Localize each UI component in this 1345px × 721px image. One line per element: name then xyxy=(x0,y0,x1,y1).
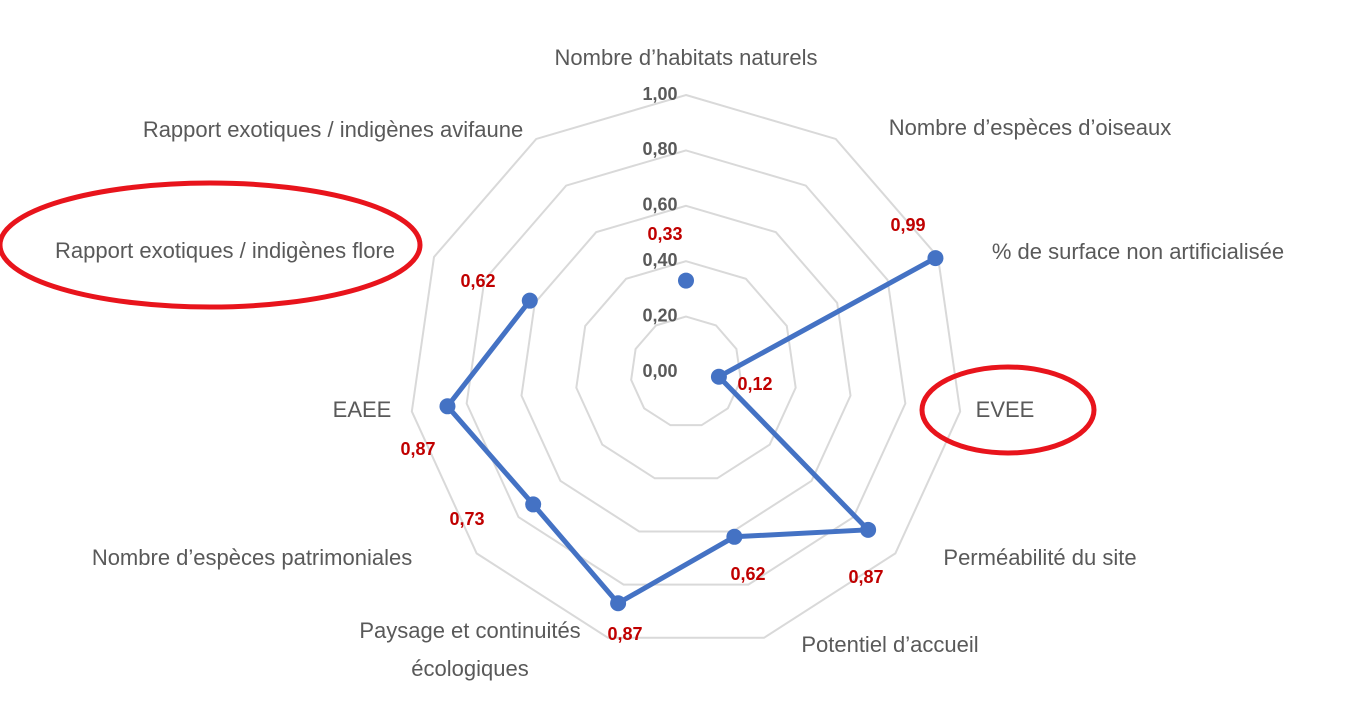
value-label: 0,62 xyxy=(460,271,495,291)
annotation-ellipse xyxy=(0,180,423,310)
value-label: 0,62 xyxy=(730,564,765,584)
data-point xyxy=(521,292,538,309)
grid-ring xyxy=(630,315,742,427)
tick-label: 0,80 xyxy=(642,139,677,159)
data-point xyxy=(439,398,456,415)
category-label: EAEE xyxy=(332,397,392,422)
value-label: 0,33 xyxy=(647,224,682,244)
tick-label: 1,00 xyxy=(642,84,677,104)
data-point xyxy=(860,521,877,538)
data-point xyxy=(710,368,727,385)
category-label: Rapport exotiques / indigènes avifaune xyxy=(142,117,524,142)
grid-ring xyxy=(520,204,852,533)
grid-ring xyxy=(410,93,962,639)
data-point xyxy=(726,528,743,545)
category-label: % de surface non artificialisée xyxy=(991,239,1285,264)
tick-label: 0,60 xyxy=(642,195,677,215)
data-point xyxy=(610,595,627,612)
series-line xyxy=(444,255,937,606)
value-label: 0,99 xyxy=(890,215,925,235)
category-label: Potentiel d’accueil xyxy=(801,632,979,657)
tick-label: 0,00 xyxy=(642,361,677,381)
value-label: 0,87 xyxy=(400,439,435,459)
data-point xyxy=(927,250,944,267)
category-label: Nombre d’espèces patrimoniales xyxy=(91,545,413,570)
value-label: 0,12 xyxy=(737,374,772,394)
category-label: Nombre d’espèces d’oiseaux xyxy=(888,115,1172,140)
data-point xyxy=(678,272,694,289)
grid-ring xyxy=(465,149,907,586)
data-point xyxy=(525,496,542,513)
tick-label: 0,40 xyxy=(642,250,677,270)
value-label: 0,73 xyxy=(449,509,484,529)
annotation-ellipse xyxy=(919,364,1097,456)
grid-ring xyxy=(575,260,797,480)
value-label: 0,87 xyxy=(607,624,642,644)
category-label: Paysage et continuités écologiques xyxy=(359,618,581,681)
value-label: 0,87 xyxy=(848,567,883,587)
category-label: Rapport exotiques / indigènes flore xyxy=(55,238,395,263)
category-label: EVEE xyxy=(975,397,1035,422)
tick-label: 0,20 xyxy=(642,305,677,325)
category-label: Perméabilité du site xyxy=(943,545,1137,570)
category-label: Nombre d’habitats naturels xyxy=(554,45,818,70)
